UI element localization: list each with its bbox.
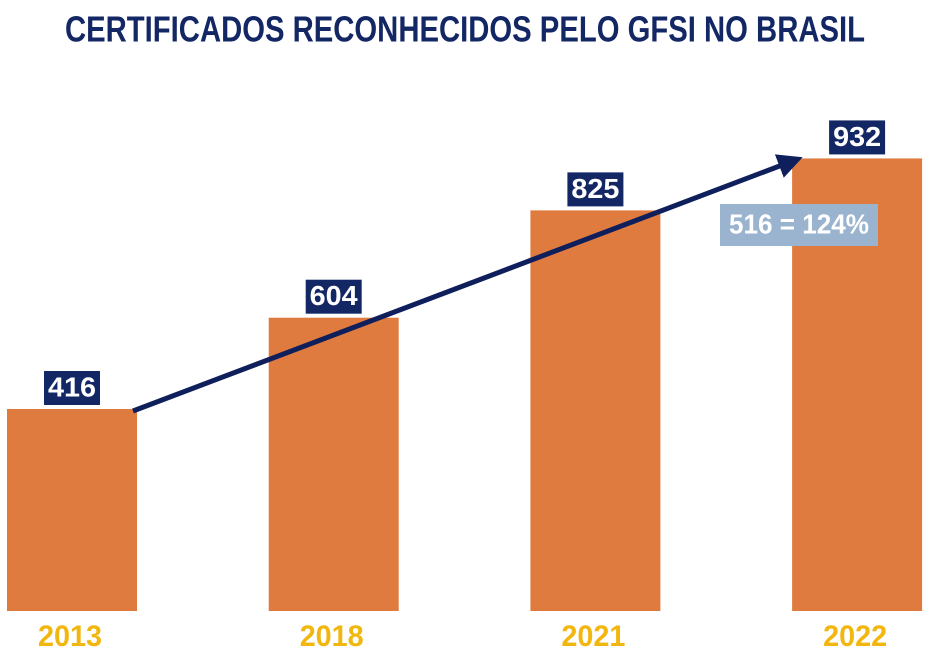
x-tick-label: 2021 (561, 620, 625, 653)
value-label-box (567, 172, 624, 207)
value-label-box (305, 279, 362, 314)
annotation: 516 = 124% (729, 208, 869, 239)
value-label: 932 (833, 121, 881, 152)
trend-arrow (132, 154, 803, 414)
bar (7, 408, 137, 611)
chart-title: CERTIFICADOS RECONHECIDOS PELO GFSI NO B… (65, 9, 865, 50)
value-label: 604 (310, 280, 358, 311)
annotation-box (720, 204, 878, 246)
x-tick-label: 2018 (300, 620, 364, 653)
bar (530, 210, 661, 611)
value-label: 825 (571, 173, 619, 204)
value-label: 416 (48, 371, 96, 402)
value-label-box (44, 370, 100, 405)
x-tick-label: 2022 (823, 620, 887, 653)
bar (268, 317, 399, 611)
plot-area: 416 2013 604 2018 825 2021 932 2022 (7, 120, 923, 653)
value-label-box (829, 120, 886, 155)
x-tick-label: 2013 (38, 620, 102, 653)
